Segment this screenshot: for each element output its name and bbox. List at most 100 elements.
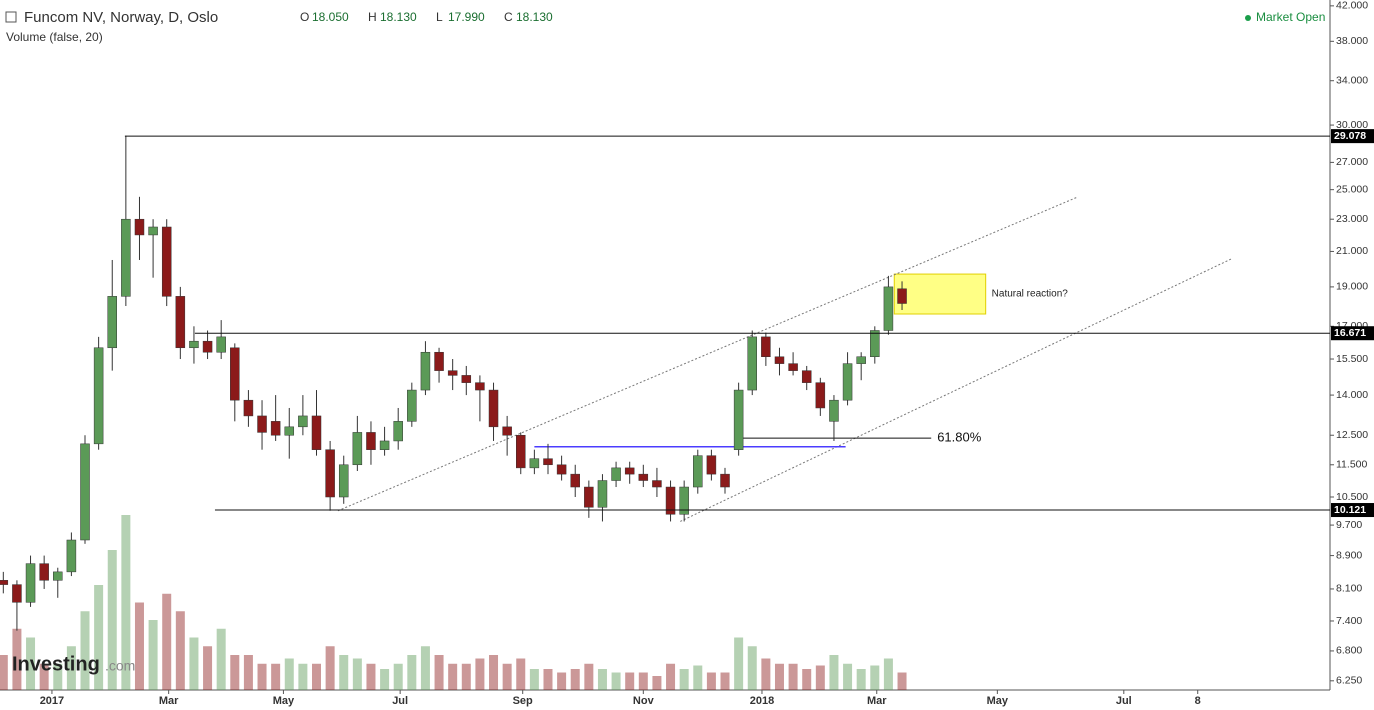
candle-body — [148, 226, 158, 236]
price-label-box — [1331, 326, 1374, 341]
volume-bar — [747, 646, 757, 690]
volume-bar — [502, 663, 512, 690]
volume-bar — [243, 655, 253, 690]
candle-body — [774, 356, 785, 364]
volume-bar — [352, 658, 362, 690]
fib-label: 61.80% — [937, 430, 982, 445]
volume-bar — [897, 672, 907, 690]
volume-bar — [366, 663, 376, 690]
volume-bar — [203, 646, 213, 690]
volume-bar — [557, 672, 567, 690]
volume-bar — [761, 658, 771, 690]
candle-body — [720, 473, 730, 488]
candle-body — [638, 473, 649, 481]
volume-bar — [148, 620, 158, 690]
y-tick-label: 10.500 — [1336, 491, 1368, 503]
volume-bar — [597, 669, 607, 690]
volume-bar — [611, 672, 621, 690]
annotation-box — [893, 273, 987, 315]
collapse-icon[interactable] — [5, 11, 17, 23]
volume-bar — [638, 672, 648, 690]
volume-bar — [311, 663, 321, 690]
volume-bar — [666, 663, 676, 690]
volume-bar — [134, 602, 144, 690]
candle-body — [883, 286, 894, 331]
y-tick-label: 19.000 — [1336, 281, 1368, 293]
volume-bar — [802, 669, 812, 690]
x-tick-label: May — [987, 695, 1009, 707]
candle-body — [706, 455, 717, 475]
volume-bar — [734, 637, 744, 690]
volume-bar — [475, 658, 485, 690]
candle-body — [230, 347, 240, 401]
volume-bar — [393, 663, 403, 690]
candle-body — [407, 389, 417, 422]
candle-body — [175, 296, 186, 349]
price-label: 10.121 — [1334, 504, 1366, 516]
volume-bar — [175, 611, 185, 690]
y-tick-label: 21.000 — [1336, 245, 1368, 257]
candle-body — [761, 336, 771, 357]
candle-body — [393, 421, 403, 442]
candle-body — [679, 486, 689, 515]
candle-body — [379, 440, 390, 450]
y-tick-label: 6.800 — [1336, 645, 1362, 657]
candle-body — [516, 434, 526, 469]
y-tick-label: 15.500 — [1336, 353, 1368, 365]
chart-title: Funcom NV, Norway, D, Oslo — [24, 9, 218, 26]
candle-body — [243, 399, 254, 417]
volume-bar — [53, 663, 63, 690]
price-label-box — [1331, 503, 1374, 518]
price-label-box — [1331, 129, 1374, 144]
ohlc-value: 18.130 — [380, 10, 417, 24]
y-tick-label: 23.000 — [1336, 213, 1368, 225]
volume-bar — [284, 658, 294, 690]
candle-body — [870, 330, 880, 357]
volume-bar — [625, 672, 635, 690]
candle-body — [815, 382, 826, 409]
candle-body — [352, 432, 363, 466]
candle-body — [270, 421, 281, 436]
volume-bar — [434, 655, 444, 690]
logo: Investing .com — [12, 653, 135, 675]
volume-bar — [271, 663, 281, 690]
volume-bar — [407, 655, 417, 690]
candle-body — [693, 455, 703, 488]
volume-bar — [298, 663, 308, 690]
volume-bar — [516, 658, 526, 690]
candle-body — [121, 218, 131, 297]
volume-bar — [325, 646, 335, 690]
volume-bar — [39, 663, 49, 690]
volume-bar — [26, 637, 36, 690]
y-tick-label: 25.000 — [1336, 183, 1368, 195]
y-tick-label: 14.000 — [1336, 389, 1368, 401]
volume-bar — [720, 672, 730, 690]
volume-bar — [652, 676, 662, 690]
volume-bar — [543, 669, 553, 690]
candle-body — [12, 584, 22, 603]
y-tick-label: 34.000 — [1336, 75, 1368, 87]
volume-bar — [257, 663, 267, 690]
volume-bar — [693, 665, 703, 690]
candle-body — [338, 464, 349, 498]
candle-body — [747, 336, 757, 391]
volume-bar — [815, 665, 825, 690]
candle-body — [447, 370, 458, 376]
candle-body — [856, 356, 866, 364]
volume-bar — [94, 585, 104, 690]
y-tick-label: 8.100 — [1336, 583, 1362, 595]
x-tick-label: Sep — [513, 695, 533, 707]
volume-bar — [121, 515, 131, 690]
candle-body — [107, 296, 117, 349]
candle-body — [202, 340, 213, 353]
candle-body — [257, 415, 267, 433]
volume-bar — [230, 655, 240, 690]
x-tick-label: Nov — [633, 695, 655, 707]
x-tick-label: 2018 — [750, 695, 774, 707]
candle-body — [284, 426, 295, 436]
candle-body — [570, 473, 580, 488]
volume-bar — [706, 672, 716, 690]
candle-body — [298, 415, 308, 428]
volume-title: Volume (false, 20) — [6, 30, 103, 44]
volume-bar — [189, 637, 199, 690]
